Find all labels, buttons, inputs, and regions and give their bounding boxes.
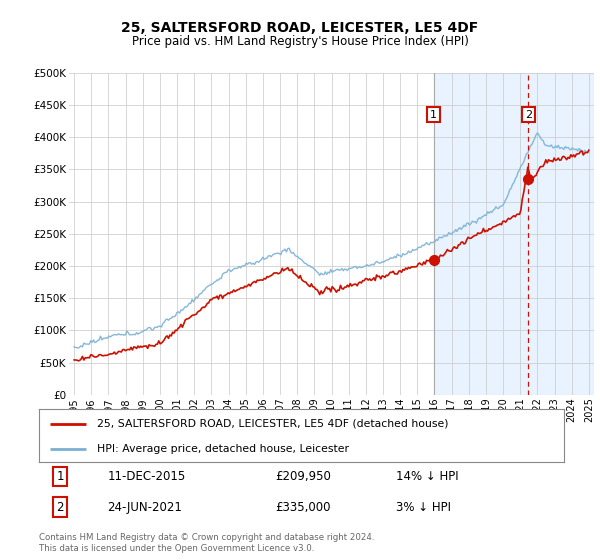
Text: 24-JUN-2021: 24-JUN-2021 (107, 501, 182, 514)
Text: 2: 2 (525, 110, 532, 120)
Text: 3% ↓ HPI: 3% ↓ HPI (396, 501, 451, 514)
Text: £209,950: £209,950 (275, 470, 331, 483)
Text: 11-DEC-2015: 11-DEC-2015 (107, 470, 185, 483)
Text: 25, SALTERSFORD ROAD, LEICESTER, LE5 4DF: 25, SALTERSFORD ROAD, LEICESTER, LE5 4DF (121, 21, 479, 35)
Text: 14% ↓ HPI: 14% ↓ HPI (396, 470, 458, 483)
Text: Price paid vs. HM Land Registry's House Price Index (HPI): Price paid vs. HM Land Registry's House … (131, 35, 469, 48)
Text: Contains HM Land Registry data © Crown copyright and database right 2024.
This d: Contains HM Land Registry data © Crown c… (39, 533, 374, 553)
Text: £335,000: £335,000 (275, 501, 331, 514)
Text: 1: 1 (430, 110, 437, 120)
Bar (434, 73, 594, 395)
Text: 2: 2 (56, 501, 64, 514)
Text: 25, SALTERSFORD ROAD, LEICESTER, LE5 4DF (detached house): 25, SALTERSFORD ROAD, LEICESTER, LE5 4DF… (97, 419, 448, 429)
Text: HPI: Average price, detached house, Leicester: HPI: Average price, detached house, Leic… (97, 444, 349, 454)
Text: 1: 1 (56, 470, 64, 483)
